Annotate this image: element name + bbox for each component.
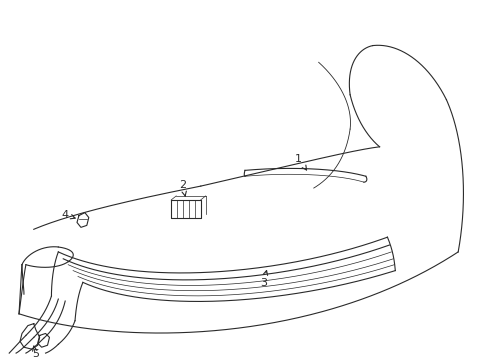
Text: 1: 1 xyxy=(294,153,306,170)
Text: 3: 3 xyxy=(259,271,267,288)
Text: 2: 2 xyxy=(179,180,186,196)
Text: 5: 5 xyxy=(32,346,39,359)
Text: 4: 4 xyxy=(61,210,75,220)
